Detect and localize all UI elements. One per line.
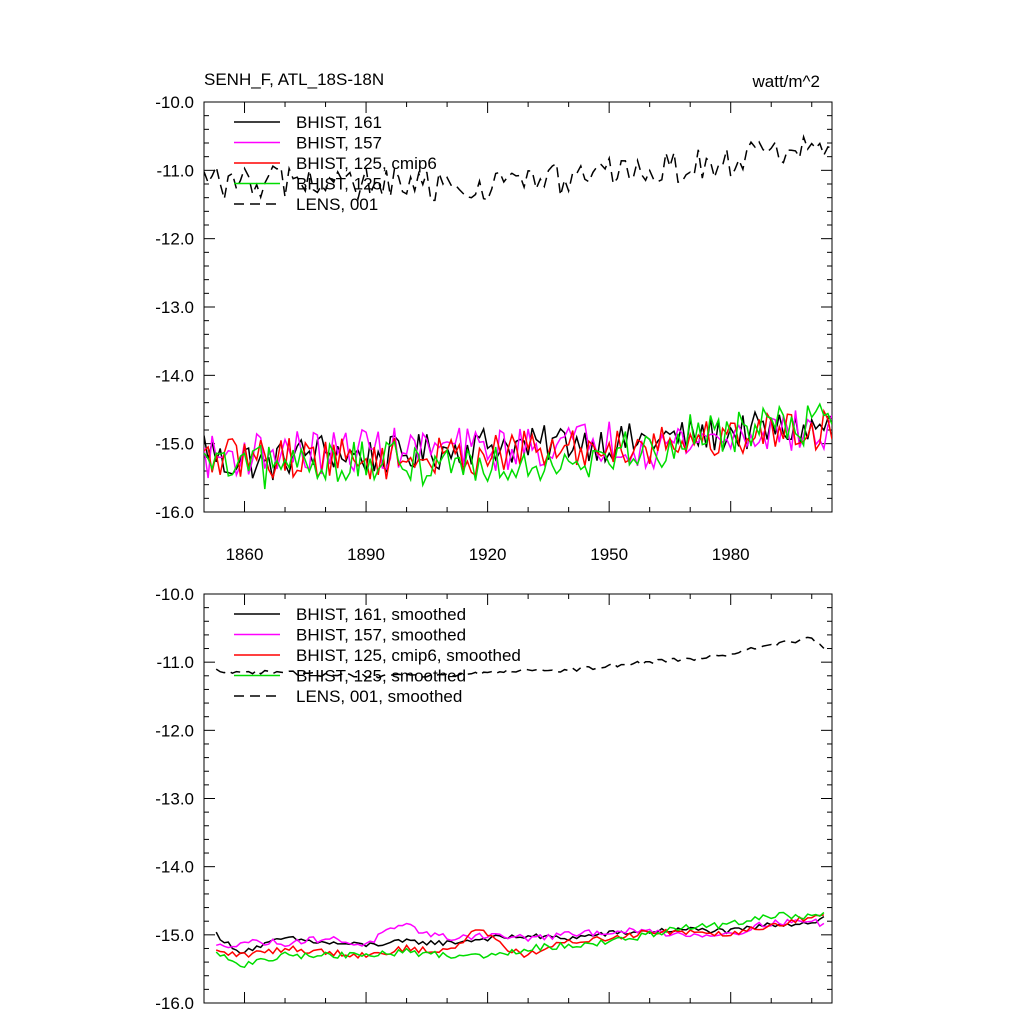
legend-label-3: BHIST, 125, smoothed <box>296 667 466 686</box>
x-tick-label: 1890 <box>347 545 385 564</box>
x-tick-label: 1980 <box>712 545 750 564</box>
panel-top: -10.0 -11.0 -12.0 -13.0 -14.0 -15.0 -16.0 1860 1… <box>155 93 833 564</box>
series-line-4 <box>204 133 832 202</box>
y-tick-label: -14.0 <box>155 858 194 877</box>
y-tick-label: -16.0 <box>155 994 194 1013</box>
y-tick-label: -10.0 <box>155 93 194 112</box>
y-tick-label: -10.0 <box>155 585 194 604</box>
series-line-4 <box>215 636 825 679</box>
y-tick-label: -13.0 <box>155 790 194 809</box>
legend-label-0: BHIST, 161 <box>296 113 382 132</box>
y-tick-label: -15.0 <box>155 926 194 945</box>
y-tick-label: -11.0 <box>157 653 195 672</box>
legend-label-4: LENS, 001, smoothed <box>296 687 462 706</box>
legend-label-3: BHIST, 125 <box>296 175 382 194</box>
series-line-1 <box>216 918 825 949</box>
x-tick-label: 1920 <box>469 545 507 564</box>
y-tick-label: -14.0 <box>155 366 194 385</box>
legend-label-1: BHIST, 157, smoothed <box>296 626 466 645</box>
y-tick-label: -13.0 <box>155 298 194 317</box>
x-tick-label: 1950 <box>590 545 628 564</box>
y-tick-label: -15.0 <box>155 435 194 454</box>
legend-label-4: LENS, 001 <box>296 195 378 214</box>
units-label: watt/m^2 <box>752 72 821 91</box>
legend-label-2: BHIST, 125, cmip6 <box>296 154 437 173</box>
y-tick-label: -12.0 <box>155 721 194 740</box>
y-tick-label: -11.0 <box>157 161 195 180</box>
legend-label-2: BHIST, 125, cmip6, smoothed <box>296 646 521 665</box>
panel-bottom: -10.0 -11.0 -12.0 -13.0 -14.0 -15.0 -16.0 BHIST… <box>155 585 833 1013</box>
y-tick-label: -16.0 <box>155 503 194 522</box>
y-tick-label: -12.0 <box>155 230 194 249</box>
legend-label-1: BHIST, 157 <box>296 134 382 153</box>
legend-label-0: BHIST, 161, smoothed <box>296 605 466 624</box>
series-line-3 <box>215 911 825 969</box>
series-line-2 <box>204 408 832 480</box>
x-tick-label: 1860 <box>226 545 264 564</box>
chart-title: SENH_F, ATL_18S-18N <box>204 70 384 89</box>
series-line-3 <box>204 402 832 490</box>
